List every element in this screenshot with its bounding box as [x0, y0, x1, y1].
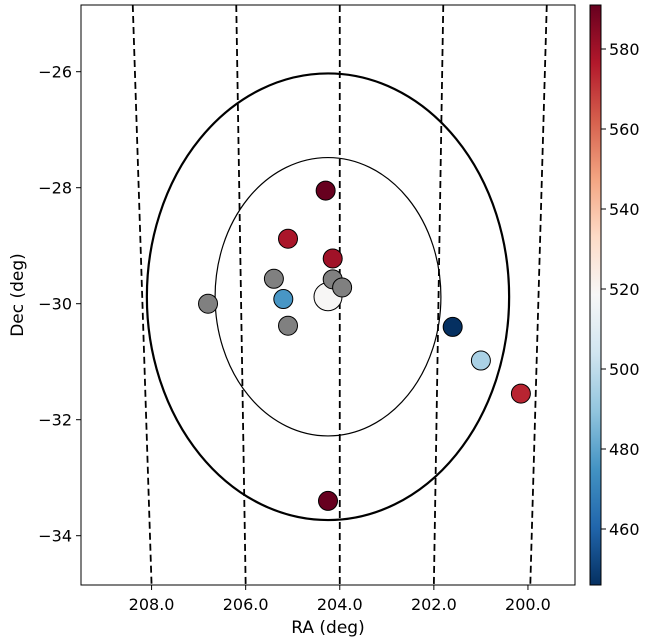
y-tick-label: −26	[38, 63, 72, 82]
y-axis-label: Dec (deg)	[8, 253, 28, 337]
data-point	[278, 315, 299, 336]
x-tick-label: 202.0	[411, 595, 457, 614]
ra-grid-dashed-line	[529, 5, 548, 585]
data-point	[332, 277, 353, 298]
x-tick-label: 208.0	[129, 595, 175, 614]
data-point	[263, 268, 284, 289]
colorbar-tick-label: 500	[609, 360, 640, 379]
colorbar-tick-label: 540	[609, 200, 640, 219]
plot-frame	[80, 4, 576, 586]
ra-grid-dashed-line	[235, 5, 247, 585]
outer-radius-circle	[145, 72, 511, 522]
data-point	[510, 383, 531, 404]
data-point	[318, 490, 338, 511]
y-tick-label: −30	[38, 295, 72, 314]
y-tick-label: −28	[38, 179, 72, 198]
colorbar-ticks: 460 480 500 520 540 560 580	[601, 40, 640, 539]
data-point	[470, 350, 491, 371]
colorbar-tick-label: 460	[609, 520, 640, 539]
x-axis-label: RA (deg)	[291, 618, 364, 638]
x-tick-label: 200.0	[505, 595, 551, 614]
data-point	[442, 316, 463, 337]
colorbar-tick-label: 560	[609, 120, 640, 139]
ra-grid-dashed-line	[432, 5, 445, 585]
x-tick-label: 206.0	[223, 595, 269, 614]
colorbar	[589, 4, 602, 586]
x-tick-label: 204.0	[317, 595, 363, 614]
x-axis-ticks: 208.0 206.0 204.0 202.0 200.0	[129, 585, 551, 614]
y-tick-label: −34	[38, 527, 72, 546]
data-point	[315, 180, 336, 201]
data-point	[322, 248, 343, 269]
y-tick-label: −32	[38, 411, 72, 430]
ra-grid-dashed-line	[131, 5, 153, 585]
plot-content	[131, 5, 548, 585]
data-point	[198, 293, 219, 314]
colorbar-tick-label: 480	[609, 440, 640, 459]
colorbar-tick-label: 580	[609, 40, 640, 59]
y-axis-ticks: −26 −28 −30 −32 −34	[38, 63, 81, 546]
data-point	[273, 289, 294, 310]
data-point	[278, 228, 299, 249]
colorbar-tick-label: 520	[609, 280, 640, 299]
